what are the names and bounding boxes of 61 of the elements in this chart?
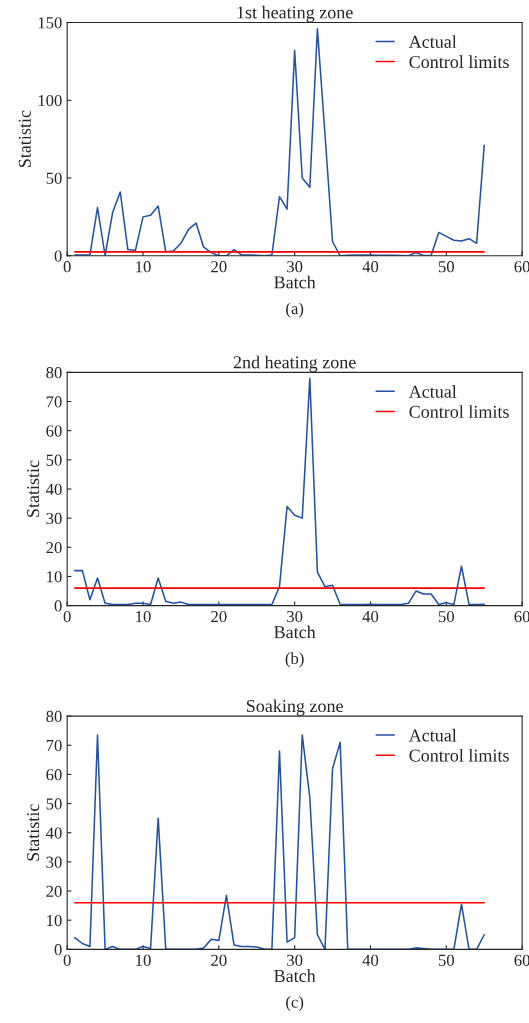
y-tick-label: 80: [46, 710, 62, 723]
x-tick-label: 30: [287, 610, 303, 623]
y-tick-label: 70: [46, 739, 62, 752]
y-axis-title: Statistic: [27, 460, 40, 517]
y-tick-label: 50: [46, 798, 62, 810]
x-tick-label: 60: [514, 610, 529, 623]
x-tick-label: 50: [438, 261, 454, 273]
chart-title: 2nd heating zone: [233, 355, 356, 373]
text: (c): [286, 995, 304, 1012]
y-tick-label: 30: [46, 856, 62, 868]
x-tick-label: 30: [287, 261, 303, 273]
text: (a): [286, 302, 304, 318]
y-tick-label: 60: [46, 425, 62, 437]
y-axis-title: Statistic: [18, 110, 31, 168]
x-axis-title: Batch: [274, 625, 316, 639]
x-tick-label: 10: [136, 261, 151, 273]
y-tick-label: 40: [45, 827, 62, 839]
y-tick-label: 0: [54, 944, 62, 956]
x-tick-label: 10: [136, 610, 151, 623]
y-tick-label: 70: [46, 396, 62, 408]
legend-label: Actual: [408, 35, 457, 48]
legend-label: Actual: [408, 728, 457, 742]
x-axis-title: Batch: [274, 275, 316, 289]
y-tick-label: 60: [46, 769, 62, 781]
y-tick-label: 50: [46, 454, 62, 466]
chart-title: Soaking zone: [246, 699, 343, 716]
y-tick-label: 50: [46, 172, 62, 184]
y-tick-label: 100: [38, 94, 62, 107]
y-tick-label: 20: [46, 885, 62, 897]
y-axis-title: Statistic: [27, 804, 40, 861]
y-tick-label: 0: [54, 600, 62, 612]
x-tick-label: 0: [63, 610, 71, 623]
legend-label: Actual: [408, 385, 457, 398]
legend-label: Control limits: [409, 55, 509, 69]
y-tick-label: 10: [47, 914, 62, 927]
x-tick-label: 50: [438, 954, 454, 966]
y-tick-label: 40: [45, 483, 62, 495]
x-tick-label: 40: [362, 954, 379, 966]
y-tick-label: 80: [46, 367, 62, 379]
x-tick-label: 60: [514, 954, 529, 966]
x-tick-label: 0: [63, 261, 71, 273]
text: (b): [285, 652, 304, 668]
y-tick-label: 150: [38, 17, 62, 29]
x-tick-label: 40: [362, 610, 379, 623]
legend-label: Control limits: [409, 748, 509, 762]
x-tick-label: 10: [136, 954, 151, 966]
x-tick-label: 50: [438, 610, 454, 623]
chart-title: 1st heating zone: [237, 5, 353, 23]
y-tick-label: 0: [54, 250, 62, 262]
y-tick-label: 20: [46, 542, 62, 554]
y-tick-label: 10: [47, 571, 62, 583]
legend-label: Control limits: [409, 405, 509, 418]
x-tick-label: 60: [514, 261, 529, 273]
x-tick-label: 0: [63, 954, 71, 966]
y-tick-label: 30: [46, 512, 62, 525]
x-tick-label: 30: [287, 954, 303, 966]
x-tick-label: 40: [362, 261, 379, 273]
x-axis-title: Batch: [274, 969, 316, 983]
x-tick-label: 20: [211, 954, 227, 966]
x-tick-label: 20: [211, 261, 227, 273]
x-tick-label: 20: [211, 610, 227, 623]
